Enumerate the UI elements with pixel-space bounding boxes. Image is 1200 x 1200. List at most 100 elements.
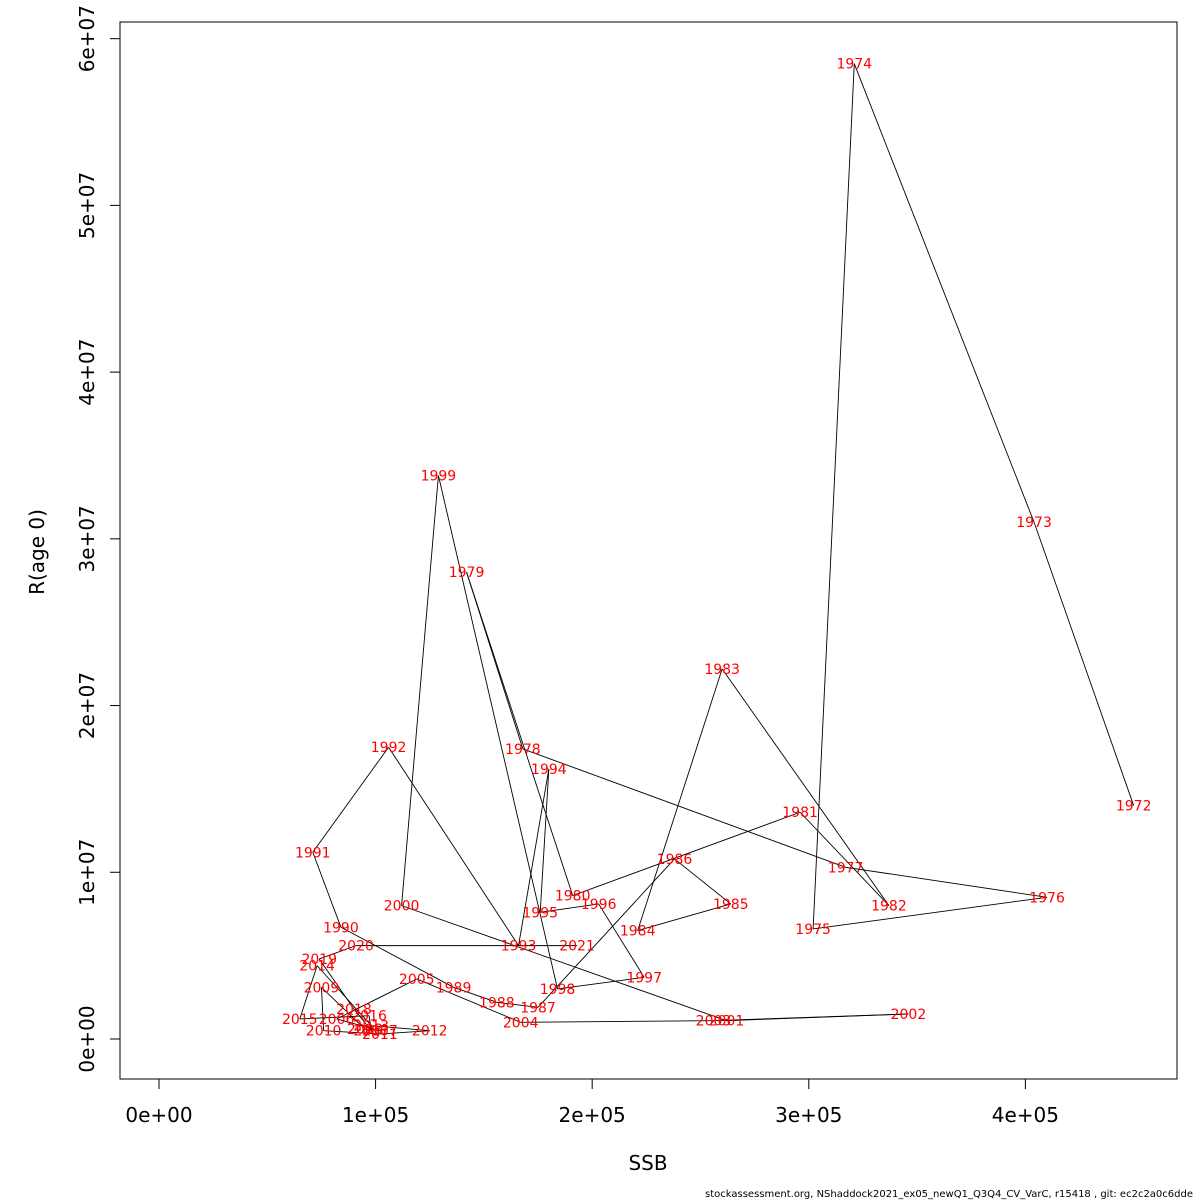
point-labels: 1972 1973 1974 1975 1976 1977 1978 1979 1980 1981… bbox=[282, 57, 1152, 1043]
series-segment-1988-1989 bbox=[453, 986, 498, 1003]
x-tick-label: 4e+05 bbox=[992, 1103, 1059, 1127]
series-segment-1983-1984 bbox=[637, 668, 723, 931]
series-segment-2016-2017 bbox=[368, 1015, 372, 1031]
point-label-1983: 1983 bbox=[704, 662, 740, 678]
series-segment-2006-2007 bbox=[336, 1018, 381, 1032]
point-label-1997: 1997 bbox=[626, 970, 662, 986]
series-segment-1985-1986 bbox=[674, 858, 732, 905]
point-label-2005: 2005 bbox=[399, 972, 435, 988]
series-segment-1979-1980 bbox=[466, 572, 574, 896]
x-axis: 0e+00 1e+05 2e+05 3e+05 4e+05 bbox=[125, 1078, 1059, 1127]
series-segment-1981-1982 bbox=[799, 811, 890, 906]
point-label-2015: 2015 bbox=[282, 1012, 318, 1028]
series-segment-1982-1983 bbox=[721, 668, 890, 906]
series-segment-2010-2011 bbox=[323, 1030, 380, 1035]
point-label-1985: 1985 bbox=[713, 897, 749, 913]
series-segment-1992-1993 bbox=[388, 746, 519, 946]
series-segment-1989-1990 bbox=[340, 926, 454, 988]
x-tick-label: 2e+05 bbox=[559, 1103, 626, 1127]
series-segment-2004-2005 bbox=[416, 978, 521, 1023]
series-segment-2007-2008 bbox=[364, 1028, 380, 1032]
y-axis-title: R(age 0) bbox=[25, 509, 49, 595]
point-label-1979: 1979 bbox=[449, 565, 485, 581]
series-segment-2009-2010 bbox=[320, 987, 325, 1031]
point-label-1976: 1976 bbox=[1029, 890, 1065, 906]
x-tick-label: 1e+05 bbox=[342, 1103, 409, 1127]
point-label-1993: 1993 bbox=[501, 939, 537, 955]
point-label-1990: 1990 bbox=[323, 920, 359, 936]
point-label-2010: 2010 bbox=[306, 1024, 342, 1040]
point-label-2014: 2014 bbox=[299, 959, 335, 975]
point-label-1998: 1998 bbox=[540, 982, 576, 998]
series-segment-1976-1977 bbox=[845, 866, 1048, 898]
footer-text: stockassessment.org, NShaddock2021_ex05_… bbox=[705, 1189, 1193, 1200]
point-label-2001: 2001 bbox=[709, 1014, 745, 1030]
series-segment-1977-1978 bbox=[522, 748, 846, 868]
point-label-2002: 2002 bbox=[891, 1007, 927, 1023]
point-label-1984: 1984 bbox=[620, 924, 656, 940]
y-tick-label: 2e+07 bbox=[75, 672, 99, 739]
series-segment-1987-1988 bbox=[496, 1001, 539, 1008]
x-tick-label: 0e+00 bbox=[125, 1103, 192, 1127]
point-label-1987: 1987 bbox=[520, 1000, 556, 1016]
series-segment-2002-2003 bbox=[713, 1013, 909, 1022]
point-label-2016: 2016 bbox=[351, 1009, 387, 1025]
series-segment-2014-2015 bbox=[299, 965, 318, 1020]
point-label-1988: 1988 bbox=[479, 995, 515, 1011]
y-tick-label: 3e+07 bbox=[75, 505, 99, 572]
series-segment-2012-2013 bbox=[371, 1025, 430, 1032]
point-label-1981: 1981 bbox=[782, 805, 818, 821]
series-segment-1974-1975 bbox=[812, 63, 855, 929]
series-segment-1998-1999 bbox=[437, 475, 558, 990]
point-label-1994: 1994 bbox=[531, 762, 567, 778]
y-tick-label: 6e+07 bbox=[75, 5, 99, 72]
series-segment-1990-1991 bbox=[312, 852, 342, 928]
point-label-2012: 2012 bbox=[412, 1024, 448, 1040]
series-segment-2008-2009 bbox=[321, 986, 366, 1030]
point-label-2018: 2018 bbox=[336, 1002, 372, 1018]
point-label-2004: 2004 bbox=[503, 1015, 539, 1031]
x-tick-label: 3e+05 bbox=[775, 1103, 842, 1127]
x-axis-title: SSB bbox=[628, 1151, 667, 1175]
series-segment-2017-2018 bbox=[353, 1008, 372, 1031]
series-lines bbox=[299, 63, 1135, 1035]
series-segment-1995-1996 bbox=[540, 903, 599, 913]
point-label-1977: 1977 bbox=[828, 860, 864, 876]
series-segment-2019-2020 bbox=[319, 945, 357, 960]
y-tick-label: 4e+07 bbox=[75, 338, 99, 405]
point-label-2006: 2006 bbox=[319, 1012, 355, 1028]
point-label-2011: 2011 bbox=[362, 1027, 398, 1043]
series-segment-1972-1973 bbox=[1033, 522, 1135, 806]
y-axis: 0e+00 1e+07 2e+07 3e+07 4e+07 5e+07 6e+07 bbox=[75, 5, 121, 1073]
point-label-2013: 2013 bbox=[353, 1019, 389, 1035]
series-segment-1996-1997 bbox=[598, 903, 645, 978]
point-label-1989: 1989 bbox=[436, 980, 472, 996]
series-segment-1986-1987 bbox=[537, 858, 675, 1008]
series-segment-1980-1981 bbox=[572, 811, 801, 897]
point-label-1991: 1991 bbox=[295, 845, 331, 861]
point-label-2021: 2021 bbox=[559, 939, 595, 955]
point-label-1982: 1982 bbox=[871, 899, 907, 915]
point-label-2000: 2000 bbox=[384, 899, 420, 915]
series-segment-1997-1998 bbox=[557, 976, 645, 990]
point-label-1999: 1999 bbox=[421, 468, 457, 484]
point-label-2007: 2007 bbox=[362, 1024, 398, 1040]
point-label-1995: 1995 bbox=[522, 905, 558, 921]
point-label-2019: 2019 bbox=[301, 952, 337, 968]
series-segment-1999-2000 bbox=[401, 475, 439, 906]
series-segment-2011-2012 bbox=[379, 1030, 430, 1035]
plot-frame bbox=[119, 21, 1178, 1080]
series-segment-1984-1985 bbox=[637, 903, 731, 932]
series-segment-1975-1976 bbox=[813, 896, 1048, 930]
point-label-1978: 1978 bbox=[505, 742, 541, 758]
series-segment-1993-1994 bbox=[518, 768, 550, 946]
series-segment-2018-2019 bbox=[318, 958, 355, 1010]
point-label-1973: 1973 bbox=[1016, 515, 1052, 531]
series-segment-2015-2016 bbox=[299, 1015, 370, 1020]
point-label-1992: 1992 bbox=[371, 740, 407, 756]
point-label-1996: 1996 bbox=[581, 897, 617, 913]
series-segment-2003-2004 bbox=[520, 1020, 714, 1023]
point-label-2008: 2008 bbox=[347, 1022, 383, 1038]
point-label-1986: 1986 bbox=[657, 852, 693, 868]
